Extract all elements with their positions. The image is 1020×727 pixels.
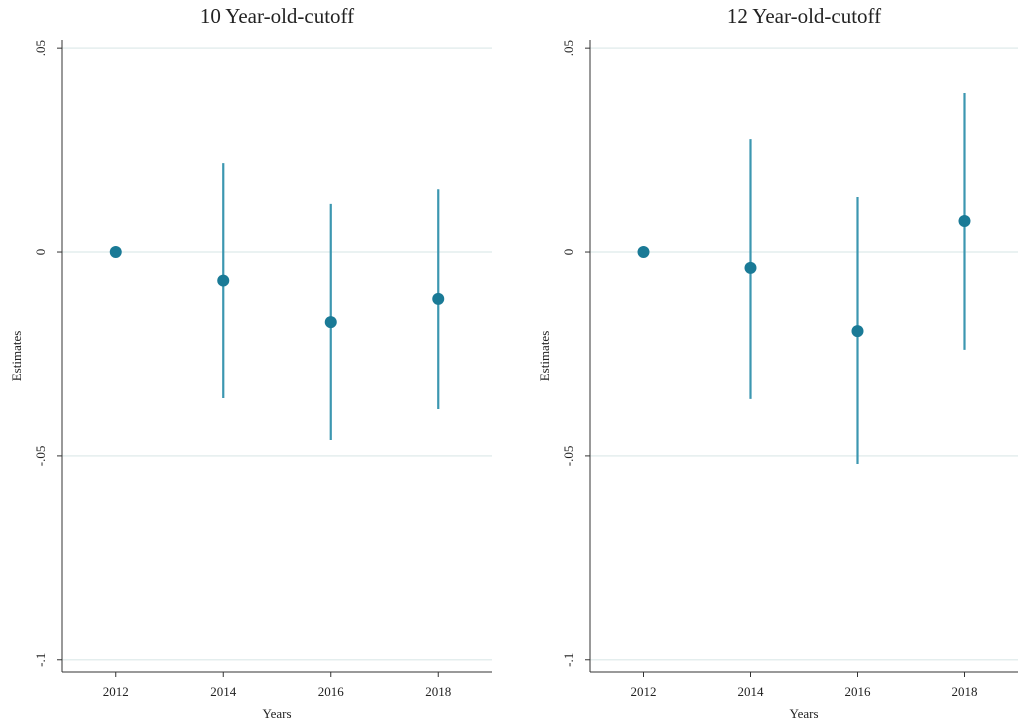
x-axis-title: Years [262, 706, 291, 721]
y-tick-label: -.1 [561, 653, 576, 667]
x-tick-label: 2016 [845, 684, 872, 699]
y-tick-label: .05 [33, 40, 48, 56]
y-tick-label: 0 [33, 249, 48, 256]
chart-title: 12 Year-old-cutoff [727, 4, 881, 28]
y-axis-title: Estimates [9, 331, 24, 382]
x-tick-label: 2012 [631, 684, 657, 699]
y-tick-label: -.1 [33, 653, 48, 667]
y-tick-label: -.05 [561, 446, 576, 467]
y-axis-title: Estimates [537, 331, 552, 382]
x-tick-label: 2018 [952, 684, 978, 699]
y-tick-label: 0 [561, 249, 576, 256]
chart-title: 10 Year-old-cutoff [200, 4, 354, 28]
point [851, 325, 864, 338]
point [217, 274, 230, 287]
x-tick-label: 2014 [210, 684, 237, 699]
point [432, 292, 445, 305]
point [637, 246, 650, 259]
y-tick-label: -.05 [33, 446, 48, 467]
x-tick-label: 2012 [103, 684, 129, 699]
x-tick-label: 2014 [738, 684, 765, 699]
point [324, 316, 337, 329]
x-axis-title: Years [789, 706, 818, 721]
x-tick-label: 2018 [425, 684, 451, 699]
y-tick-label: .05 [561, 40, 576, 56]
x-tick-label: 2016 [318, 684, 345, 699]
point [109, 246, 122, 259]
point [744, 261, 757, 274]
point [958, 215, 971, 228]
